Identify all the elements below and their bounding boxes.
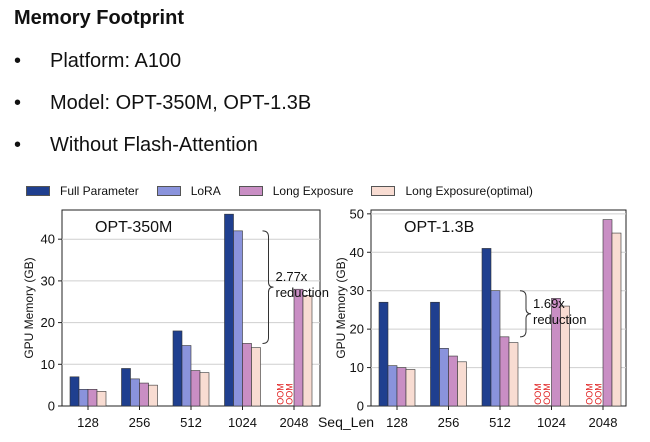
legend-item-long-exposure-optimal: Long Exposure(optimal) [371,184,533,198]
y-tick-label: 40 [41,232,55,247]
x-tick-label: 128 [77,415,99,430]
reduction-annotation: 1.69x [533,296,565,311]
reduction-annotation: reduction [276,285,329,300]
oom-marker: OOM [542,383,552,405]
bar-long-exposure-2048 [602,219,613,407]
bar-long-exposure-512 [499,336,510,407]
y-tick-label: 10 [350,360,364,375]
oom-marker: OOM [585,383,595,405]
bar-long-exposure-256 [139,382,149,407]
slide-title: Memory Footprint [14,7,184,29]
y-tick-label: 50 [350,206,364,221]
oom-marker: OOM [533,383,543,405]
panel-label: OPT-350M [95,219,172,236]
x-tick-label: 1024 [537,415,566,430]
x-tick-label: 2048 [280,415,309,430]
bar-long-exposure-optimal-1024 [251,347,261,407]
chart-legend: Full Parameter LoRA Long Exposure Long E… [26,180,551,202]
x-tick-label: 1024 [228,415,257,430]
x-tick-label: 256 [129,415,151,430]
bar-long-exposure-optimal-128 [405,369,416,407]
bar-full-parameter-128 [378,301,389,407]
bullet-text: Model: OPT-350M, OPT-1.3B [50,92,312,114]
bar-long-exposure-256 [448,355,458,407]
legend-swatch [371,186,396,196]
oom-marker: OOM [285,383,295,405]
bar-full-parameter-128 [69,376,80,407]
reduction-bracket [262,230,274,344]
y-tick-label: 20 [41,315,55,330]
bar-long-exposure-optimal-512 [508,342,519,407]
legend-item-lora: LoRA [156,184,221,198]
bar-long-exposure-128 [396,367,407,407]
legend-swatch [26,186,50,196]
bar-long-exposure-optimal-2048 [302,295,313,407]
legend-swatch [238,186,263,196]
legend-item-long-exposure: Long Exposure [238,184,354,198]
bullet-attention: • Without Flash-Attention [14,131,311,173]
y-tick-label: 0 [357,399,364,414]
panel-label: OPT-1.3B [404,219,474,236]
legend-label: Long Exposure(optimal) [405,184,533,198]
chart-panel-0: 0 10 20 30 40 128 256 512 1024 2048 OOM OOM OPT-350M… [22,209,374,430]
bullet-icon: • [14,92,22,114]
bar-full-parameter-256 [430,301,440,407]
x-tick-label: 512 [489,415,511,430]
x-tick-label: 128 [386,415,408,430]
y-tick-label: 0 [48,399,55,414]
y-axis-label: GPU Memory (GB) [334,257,348,358]
y-tick-label: 40 [350,245,364,260]
oom-marker: OOM [276,383,286,405]
reduction-bracket [519,290,532,338]
bullet-icon: • [14,50,22,72]
reduction-annotation: 2.77x [276,269,308,284]
legend-label: Long Exposure [272,184,354,198]
y-tick-label: 30 [350,283,364,298]
reduction-annotation: reduction [533,312,586,327]
bar-full-parameter-512 [481,248,492,407]
bullet-icon: • [14,134,22,156]
y-tick-label: 10 [41,357,55,372]
x-axis-label: Seq_Len [318,414,374,430]
bar-long-exposure-optimal-512 [199,372,210,407]
bar-long-exposure-optimal-256 [148,384,158,407]
bullet-text: Without Flash-Attention [50,134,258,156]
bullet-model: • Model: OPT-350M, OPT-1.3B [14,89,311,131]
bar-long-exposure-optimal-256 [457,361,467,407]
bar-full-parameter-256 [121,368,131,407]
bar-lora-128 [78,389,89,407]
x-tick-label: 256 [438,415,460,430]
x-tick-label: 2048 [589,415,618,430]
bar-long-exposure-optimal-128 [96,391,107,407]
bar-long-exposure-512 [190,370,201,407]
x-tick-label: 512 [180,415,202,430]
bar-full-parameter-512 [172,330,183,407]
bullet-list: • Platform: A100 • Model: OPT-350M, OPT-1.… [14,47,311,173]
bullet-text: Platform: A100 [50,50,182,72]
legend-item-full-parameter: Full Parameter [26,184,139,198]
bar-lora-512 [490,290,501,407]
legend-label: Full Parameter [60,184,139,198]
bar-lora-512 [181,345,192,407]
bullet-platform: • Platform: A100 [14,47,311,89]
bar-lora-1024 [233,230,243,407]
bar-lora-128 [387,365,398,407]
y-tick-label: 30 [41,273,55,288]
bar-long-exposure-2048 [293,288,304,407]
bar-long-exposure-optimal-2048 [611,232,622,407]
bar-long-exposure-optimal-1024 [560,305,570,407]
y-tick-label: 20 [350,322,364,337]
legend-swatch [156,186,181,196]
legend-label: LoRA [190,184,221,198]
bar-long-exposure-1024 [242,343,252,407]
bar-lora-256 [130,378,140,407]
bar-long-exposure-128 [87,389,98,407]
y-axis-label: GPU Memory (GB) [22,257,36,358]
oom-marker: OOM [594,383,604,405]
bar-full-parameter-1024 [224,213,234,407]
bar-lora-256 [439,348,449,407]
